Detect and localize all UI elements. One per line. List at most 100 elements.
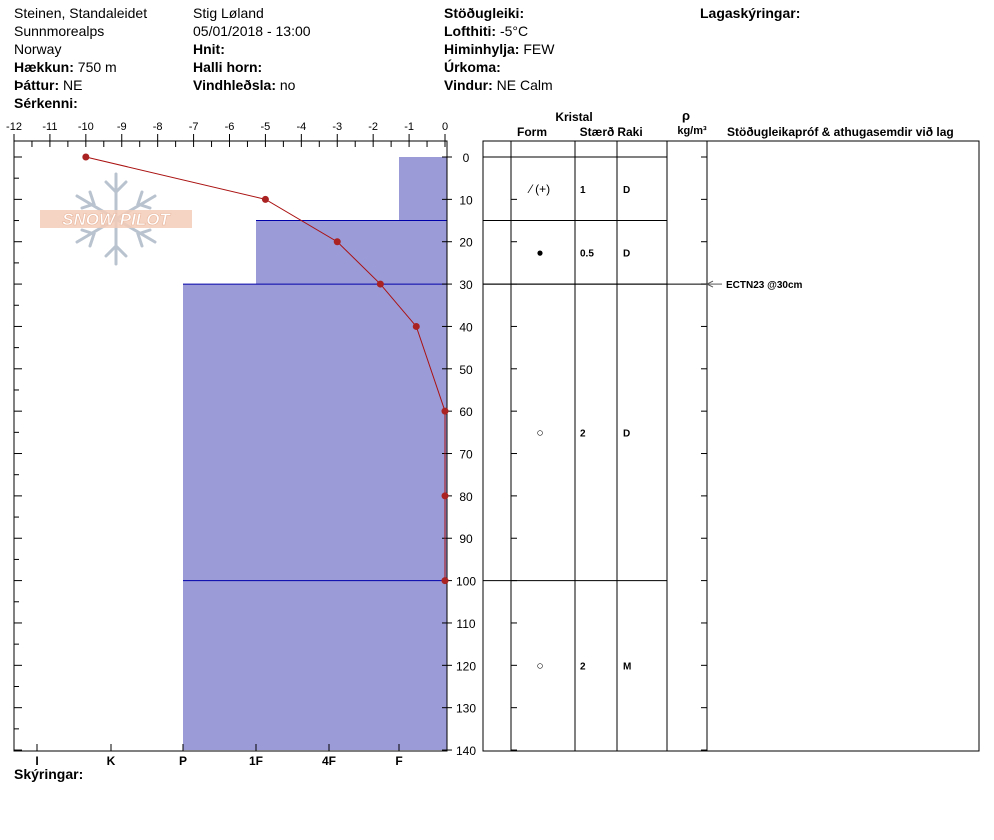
air-temp-row: Lofthiti: -5°C [444,22,554,40]
hardness-tick-label: K [107,754,116,768]
depth-tick-label: 0 [463,151,470,165]
depth-tick-label: 60 [459,405,473,419]
temperature-point [441,577,449,585]
chart-frame [13,134,452,752]
wind-value: NE Calm [496,77,553,93]
temp-tick-label: -9 [117,121,127,133]
depth-tick-label: 40 [459,320,473,334]
coords-label: Hnit: [193,41,225,57]
aspect-value: NE [63,77,83,93]
crystal-header: Kristal [555,110,592,124]
elevation-label: Hækkun: [14,59,74,75]
temperature-point [441,407,449,415]
crystal-form: ⁄ (+) [527,182,550,196]
temp-tick-label: -7 [189,121,199,133]
temp-tick-label: -3 [332,121,342,133]
hardness-bar [399,157,447,221]
moisture-header: Raki [617,125,642,139]
temperature-point [376,280,384,288]
hardness-bar [256,220,447,285]
depth-tick-label: 80 [459,490,473,504]
depth-tick-label: 10 [459,193,473,207]
logo-text: SNOW PILOT [62,210,171,229]
temp-tick-label: -5 [261,121,271,133]
crystal-size: 1 [580,185,586,196]
wind-label: Vindur: [444,77,493,93]
wind-loading-value: no [279,77,296,93]
special-row: Sérkenni: [14,94,147,112]
hardness-tick-label: P [179,754,187,768]
tests-header: Stöðugleikapróf & athugasemdir við lag [727,125,954,139]
snowpilot-logo: SNOW PILOT [40,172,192,266]
temperature-point [441,492,449,500]
sky-value: FEW [523,41,555,57]
form-header: Form [517,125,547,139]
crystal-size: 2 [580,661,586,672]
slope-label: Halli horn: [193,59,263,75]
depth-tick-label: 50 [459,363,473,377]
aspect-label: Þáttur: [14,77,60,93]
temperature-point [82,153,90,161]
slope-row: Halli horn: [193,58,311,76]
crystal-size: 2 [580,428,586,439]
special-label: Sérkenni: [14,95,78,111]
hardness-bars [183,157,447,751]
depth-tick-label: 90 [459,532,473,546]
wind-loading-row: Vindhleðsla: no [193,76,311,94]
footer-notes: Skýringar: [14,765,83,783]
hardness-bar [183,580,447,751]
air-temp-value: -5°C [499,23,529,39]
depth-tick-label: 110 [456,617,475,631]
temp-tick-label: -11 [42,121,57,133]
table-border [482,140,980,752]
depth-tick-label: 30 [459,278,473,292]
hardness-bar [183,284,447,581]
temp-tick-label: -12 [6,121,22,133]
layer-moisture: D [623,248,630,259]
observer-name: Stig Løland [193,5,264,21]
stability-label: Stöðugleiki: [444,5,525,21]
temperature-point [412,322,420,330]
logo-band [40,210,192,228]
header-col3: Stöðugleiki: Lofthiti: -5°C Himinhylja: … [444,4,554,94]
wind-loading-label: Vindhleðsla: [193,77,276,93]
crystal-form: ○ [536,425,543,439]
air-temp-label: Lofthiti: [444,23,497,39]
test-arrow-head [705,280,714,288]
layer-notes-label: Lagaskýringar: [700,5,801,21]
hardness-tick-label: 1F [249,754,263,768]
layer-moisture: D [623,185,630,196]
depth-tick-label: 100 [456,575,476,589]
depth-tick-label: 130 [456,702,476,716]
elevation-value: 750 m [77,59,117,75]
coords-row: Hnit: [193,40,311,58]
observation-datetime: 05/01/2018 - 13:00 [193,23,311,39]
temp-tick-label: -4 [296,121,306,133]
layer-notes-row: Lagaskýringar: [700,4,800,22]
temp-tick-label: -8 [153,121,163,133]
location-name: Steinen, Standaleidet [14,5,148,21]
temp-tick-label: -6 [225,121,235,133]
chart-border [13,140,448,752]
crystal-size: 0.5 [580,248,594,259]
header-col4: Lagaskýringar: [700,4,800,22]
axis-labels: -12 -11 -10 -9 -8 -7 -6 -5 -4 -3 -2 -1 0010203040506… [6,108,954,768]
wind-row: Vindur: NE Calm [444,76,554,94]
header-col1: Steinen, Standaleidet Sunnmorealps Norwa… [14,4,147,112]
country-name: Norway [14,41,62,57]
precip-label: Úrkoma: [444,59,501,75]
depth-tick-label: 20 [459,236,473,250]
temperature-point [261,195,269,203]
temperature-point [333,238,341,246]
header-col2: Stig Løland 05/01/2018 - 13:00 Hnit: Hal… [193,4,311,94]
depth-tick-label: 70 [459,448,473,462]
depth-tick-label: 120 [456,659,476,673]
temp-tick-label: 0 [442,121,448,133]
layer-table [482,140,980,752]
notes-label: Skýringar: [14,766,84,782]
hardness-tick-label: I [35,754,38,768]
temperature-profile [82,153,449,585]
depth-tick-label: 140 [456,744,476,758]
density-symbol: ρ [682,108,690,123]
hardness-tick-label: F [395,754,402,768]
